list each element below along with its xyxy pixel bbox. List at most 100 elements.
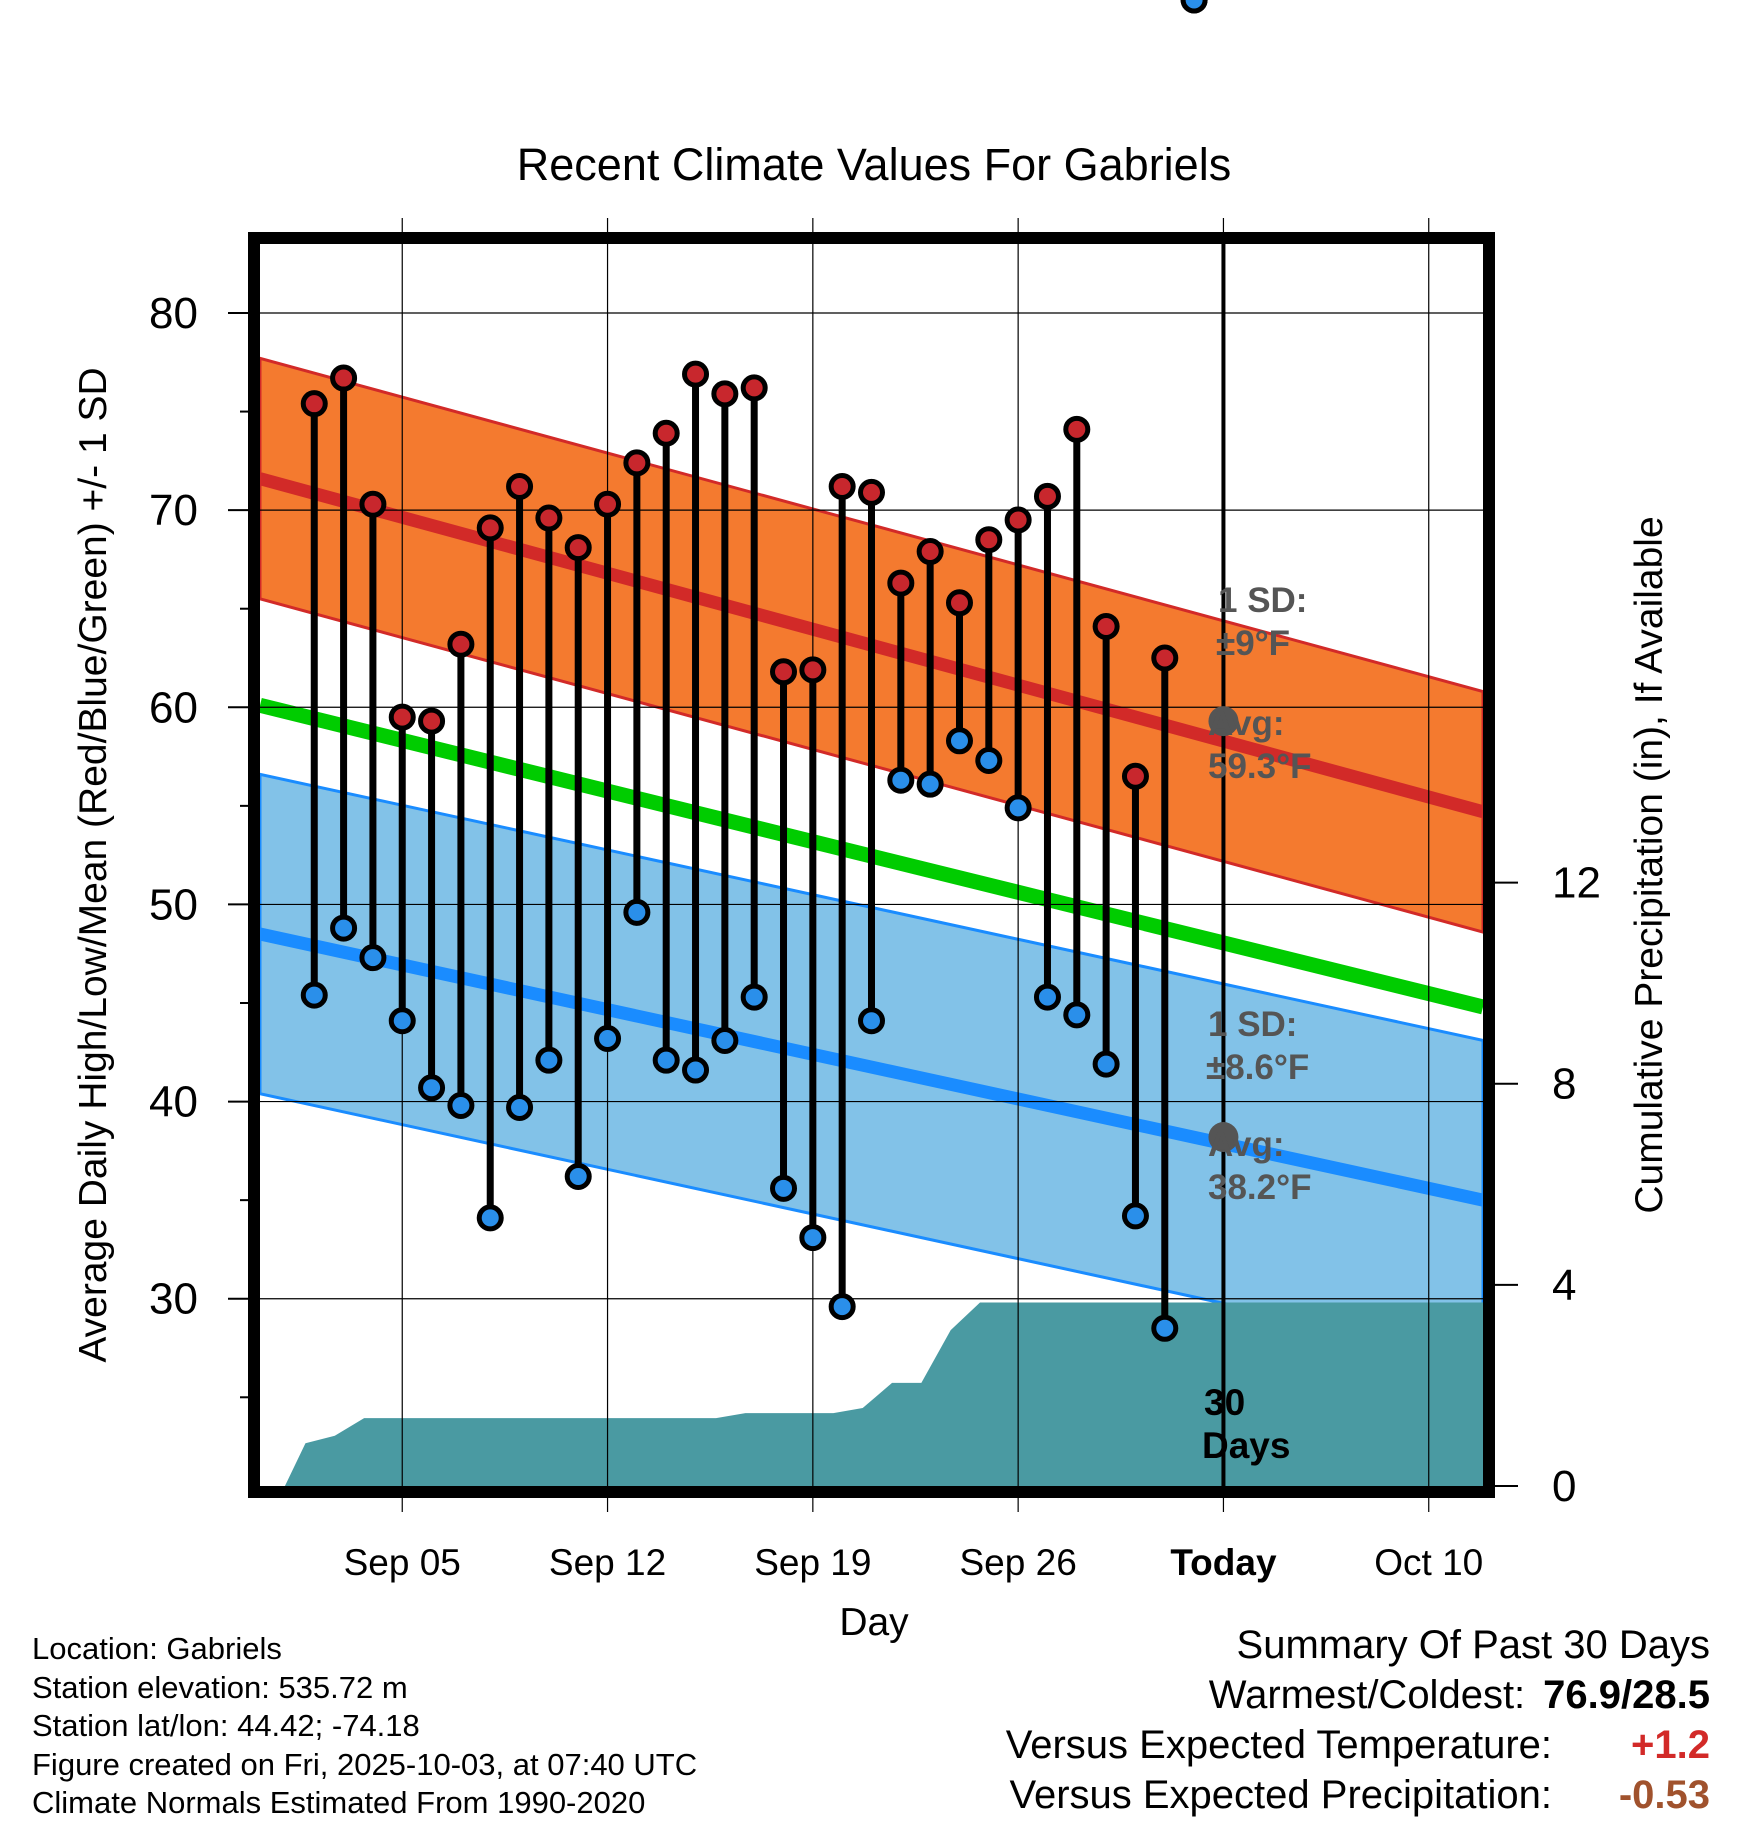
precip-area bbox=[284, 1302, 1483, 1486]
today-high-avg-marker bbox=[1208, 706, 1239, 737]
daily-low-dot bbox=[682, 1056, 710, 1084]
y2-tick-label: 4 bbox=[1552, 1261, 1576, 1310]
daily-low-dot bbox=[858, 1007, 885, 1035]
chart-title: Recent Climate Values For Gabriels bbox=[517, 139, 1231, 190]
daily-high-dot bbox=[799, 656, 827, 684]
daily-high-dot bbox=[623, 449, 651, 477]
daily-high-dot bbox=[535, 504, 563, 532]
x-tick-label: Sep 19 bbox=[754, 1542, 871, 1583]
elevation-text: Station elevation: 535.72 m bbox=[32, 1669, 408, 1705]
daily-low-dot bbox=[887, 766, 915, 794]
daily-high-dot bbox=[300, 390, 328, 418]
daily-low-dot bbox=[388, 1007, 416, 1035]
y-tick-label: 50 bbox=[149, 880, 198, 929]
daily-high-dot bbox=[858, 478, 885, 506]
daily-high-dot bbox=[945, 589, 973, 617]
daily-low-dot bbox=[1151, 1314, 1179, 1342]
today-low-avg-marker bbox=[1208, 1122, 1239, 1153]
created-text: Figure created on Fri, 2025-10-03, at 07… bbox=[32, 1746, 698, 1782]
station-info: Location: Gabriels Station elevation: 53… bbox=[32, 1630, 697, 1823]
y-axis-label: Average Daily High/Low/Mean (Red/Blue/Gr… bbox=[72, 367, 115, 1362]
x-tick-label: Sep 05 bbox=[344, 1542, 461, 1583]
daily-low-dot bbox=[447, 1092, 475, 1120]
precip-value: -0.53 bbox=[1618, 1773, 1710, 1817]
precip-label: Versus Expected Precipitation: bbox=[1009, 1773, 1552, 1817]
warmest-value: 76.9/28.5 bbox=[1543, 1673, 1710, 1717]
warmest-label: Warmest/Coldest: bbox=[1208, 1673, 1526, 1717]
latlon-text: Station lat/lon: 44.42; -74.18 bbox=[32, 1708, 420, 1743]
x-tick-label: Oct 10 bbox=[1374, 1542, 1483, 1583]
plot-frame bbox=[248, 232, 1495, 1498]
high-sd-label: 1 SD: bbox=[1218, 581, 1307, 620]
days-word: Days bbox=[1202, 1425, 1290, 1466]
daily-high-dot bbox=[564, 534, 592, 562]
daily-low-dot bbox=[740, 983, 768, 1011]
daily-high-dot bbox=[652, 419, 680, 447]
y2-tick-label: 8 bbox=[1552, 1060, 1576, 1109]
daily-high-dot bbox=[594, 490, 622, 518]
daily-low-dot bbox=[1092, 1050, 1120, 1078]
daily-low-dot bbox=[300, 981, 328, 1009]
daily-low-dot bbox=[1180, 0, 1208, 14]
low-sd-label: 1 SD: bbox=[1208, 1005, 1297, 1044]
daily-low-dot bbox=[799, 1224, 827, 1252]
x-tick-label: Sep 12 bbox=[549, 1542, 666, 1583]
daily-high-dot bbox=[506, 472, 534, 500]
y-tick-label: 70 bbox=[149, 486, 198, 535]
daily-low-dot bbox=[711, 1026, 739, 1054]
daily-low-dot bbox=[770, 1174, 798, 1202]
daily-low-dot bbox=[535, 1046, 563, 1074]
x-tick-label: Today bbox=[1170, 1542, 1277, 1583]
daily-high-dot bbox=[1092, 612, 1120, 640]
warmest-coldest-row: Warmest/Coldest: 76.9/28.5 bbox=[1006, 1670, 1710, 1720]
daily-high-dot bbox=[828, 472, 856, 500]
daily-high-dot bbox=[447, 630, 475, 658]
daily-low-dot bbox=[828, 1293, 856, 1321]
daily-low-dot bbox=[506, 1093, 534, 1121]
daily-low-dot bbox=[1121, 1202, 1149, 1230]
daily-low-dot bbox=[330, 914, 358, 942]
y-tick-label: 60 bbox=[149, 683, 198, 732]
daily-high-dot bbox=[916, 538, 944, 566]
daily-high-dot bbox=[1033, 482, 1061, 510]
daily-low-dot bbox=[564, 1162, 592, 1190]
daily-low-dot bbox=[594, 1024, 622, 1052]
daily-low-dot bbox=[916, 770, 944, 798]
daily-low-dot bbox=[652, 1046, 680, 1074]
daily-high-dot bbox=[476, 514, 504, 542]
y-tick-label: 40 bbox=[149, 1078, 198, 1127]
daily-high-dot bbox=[330, 364, 358, 392]
daily-low-dot bbox=[1033, 983, 1061, 1011]
daily-high-dot bbox=[1063, 415, 1091, 443]
y2-axis-label: Cumulative Precipitation (in), If Availa… bbox=[1628, 516, 1671, 1213]
temp-value: +1.2 bbox=[1631, 1723, 1710, 1767]
daily-high-dot bbox=[711, 380, 739, 408]
daily-high-dot bbox=[388, 703, 416, 731]
daily-low-dot bbox=[945, 727, 973, 755]
y2-tick-label: 0 bbox=[1552, 1462, 1576, 1511]
normals-text: Climate Normals Estimated From 1990-2020 bbox=[32, 1785, 646, 1820]
daily-low-dot bbox=[1063, 1001, 1091, 1029]
temp-label: Versus Expected Temperature: bbox=[1005, 1723, 1552, 1767]
high-sd-value: ±9°F bbox=[1216, 624, 1290, 663]
daily-high-dot bbox=[359, 490, 387, 518]
summary-title: Summary Of Past 30 Days bbox=[1236, 1623, 1710, 1667]
daily-high-dot bbox=[418, 707, 446, 735]
high-avg-value: 59.3°F bbox=[1208, 747, 1312, 786]
summary-panel: Summary Of Past 30 Days Warmest/Coldest:… bbox=[1006, 1620, 1710, 1820]
daily-high-dot bbox=[1004, 506, 1032, 534]
y-tick-label: 30 bbox=[149, 1275, 198, 1324]
daily-low-dot bbox=[623, 898, 651, 926]
daily-high-dot bbox=[740, 374, 768, 402]
daily-high-dot bbox=[1121, 762, 1149, 790]
x-tick-label: Sep 26 bbox=[960, 1542, 1077, 1583]
daily-high-dot bbox=[1151, 644, 1179, 672]
daily-low-dot bbox=[1004, 794, 1032, 822]
daily-low-dot bbox=[476, 1204, 504, 1232]
daily-low-dot bbox=[359, 944, 387, 972]
x-axis-label: Day bbox=[839, 1601, 909, 1644]
y-tick-label: 80 bbox=[149, 289, 198, 338]
location-text: Location: Gabriels bbox=[32, 1631, 282, 1666]
daily-low-dot bbox=[418, 1074, 446, 1102]
low-avg-label: Avg: bbox=[1208, 1125, 1284, 1164]
